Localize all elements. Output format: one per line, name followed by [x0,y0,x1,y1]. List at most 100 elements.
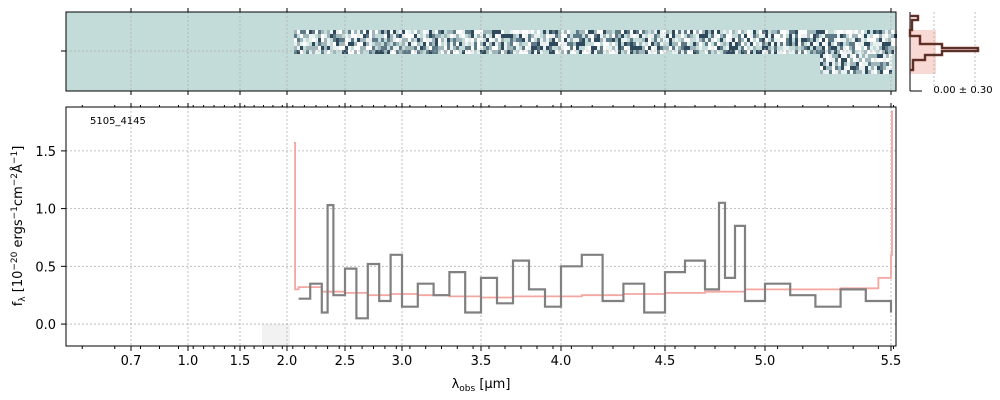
spectrum-2d-pixel [324,46,327,50]
spectrum-2d-pixel [735,50,738,54]
spectrum-2d-pixel [477,38,480,42]
spectrum-2d-pixel [390,34,393,38]
spectrum-2d-pixel [891,50,894,54]
spectrum-2d-pixel [825,38,828,42]
spectrum-2d-pixel [594,50,597,54]
spectrum-2d-pixel [849,34,852,38]
spectrum-2d-pixel [876,42,879,46]
spectrum-2d-pixel [318,46,321,50]
spectrum-2d-pixel [861,38,864,42]
spectrum-2d-pixel [864,38,867,42]
spectrum-2d-pixel [546,30,549,34]
spectrum-2d-pixel [462,46,465,50]
spectrum-2d-pixel [771,50,774,54]
spectrum-2d-pixel [756,42,759,46]
spectrum-2d-pixel [414,30,417,34]
spectrum-2d-pixel [666,38,669,42]
spectrum-2d-pixel [855,38,858,42]
spectrum-2d-pixel [555,46,558,50]
spectrum-2d-pixel [852,38,855,42]
spectrum-2d-pixel [537,50,540,54]
spectrum-2d-pixel [507,42,510,46]
spectrum-2d-pixel [795,46,798,50]
spectrum-2d-pixel [804,50,807,54]
spectrum-2d-pixel [645,42,648,46]
spectrum-2d-pixel [363,42,366,46]
spectrum-2d-pixel [453,34,456,38]
spectrum-2d-pixel [672,34,675,38]
spectrum-2d-pixel [832,62,835,66]
spectrum-2d-pixel [837,34,840,38]
spectrum-2d-pixel [384,34,387,38]
spectrum-2d-pixel [627,30,630,34]
spectrum-2d-pixel [841,58,844,62]
spectrum-2d-pixel [858,46,861,50]
spectrum-2d-pixel [522,50,525,54]
spectrum-2d-pixel [324,34,327,38]
spectrum-2d-pixel [579,34,582,38]
spectrum-2d-pixel [618,46,621,50]
spectrum-2d-pixel [294,46,297,50]
spectrum-2d-pixel [414,38,417,42]
spectrum-2d-pixel [582,50,585,54]
spectrum-2d-pixel [834,46,837,50]
spectrum-2d-pixel [609,46,612,50]
spectrum-2d-pixel [630,34,633,38]
spectrum-2d-pixel [783,50,786,54]
spectrum-2d-pixel [639,46,642,50]
spectrum-2d-pixel [513,34,516,38]
spectrum-2d-pixel [471,46,474,50]
spectrum-2d-pixel [837,38,840,42]
spectrum-2d-pixel [483,30,486,34]
spectrum-2d-pixel [303,38,306,42]
spectrum-2d-pixel [780,34,783,38]
spectrum-2d-pixel [822,34,825,38]
spectrum-2d-pixel [540,50,543,54]
spectrum-2d-pixel [300,50,303,54]
spectrum-2d-pixel [465,46,468,50]
spectrum-2d-pixel [826,62,829,66]
spectrum-2d-pixel [855,34,858,38]
spectrum-2d-pixel [759,50,762,54]
spectrum-2d-pixel [868,62,871,66]
spectrum-2d-pixel [729,38,732,42]
spectrum-2d-pixel [465,34,468,38]
spectrum-2d-pixel [858,34,861,38]
spectrum-2d-pixel [453,50,456,54]
spectrum-2d-pixel [765,30,768,34]
spectrum-2d-pixel [411,42,414,46]
spectrum-2d-pixel [618,30,621,34]
spectrum-2d-pixel [855,46,858,50]
spectrum-2d-pixel [369,46,372,50]
spectrum-2d-pixel [886,70,889,74]
spectrum-2d-pixel [417,38,420,42]
x-axis-title: λobs [μm] [452,377,511,394]
spectrum-2d-pixel [774,42,777,46]
spectrum-2d-pixel [351,30,354,34]
spectrum-2d-pixel [342,34,345,38]
spectrum-2d-pixel [597,38,600,42]
spectrum-2d-pixel [859,70,862,74]
spectrum-2d-pixel [555,50,558,54]
spectrum-2d-pixel [477,50,480,54]
spectrum-2d-pixel [510,38,513,42]
spectrum-2d-pixel [750,38,753,42]
spectrum-2d-pixel [877,58,880,62]
spectrum-2d-pixel [540,34,543,38]
spectrum-2d-pixel [768,42,771,46]
spectrum-2d-pixel [732,30,735,34]
spectrum-2d-pixel [573,34,576,38]
spectrum-2d-pixel [474,38,477,42]
spectrum-2d-pixel [498,50,501,54]
spectrum-2d-pixel [294,42,297,46]
spectrum-2d-pixel [855,42,858,46]
spectrum-2d-pixel [522,42,525,46]
spectrum-2d-pixel [654,46,657,50]
spectrum-2d-pixel [834,30,837,34]
spectrum-2d-pixel [480,30,483,34]
spectrum-2d-pixel [513,30,516,34]
axis-ticks: 0.7 1.0 1.5 2.0 2.5 3.0 3.5 4.0 4.5 5.0 5.5 0.0 0.5 1… [35,103,901,369]
spectrum-2d-pixel [330,50,333,54]
spectrum-2d-pixel [525,42,528,46]
spectrum-2d-pixel [315,34,318,38]
